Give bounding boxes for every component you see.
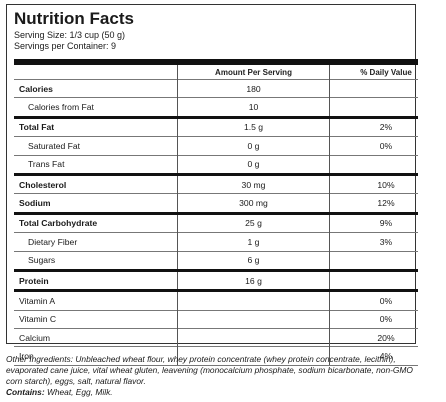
nutrient-daily-value: 20% [329,328,418,347]
nutrient-name: Total Fat [14,115,178,137]
nutrient-daily-value: 3% [329,232,418,252]
nutrient-daily-value [329,78,418,98]
nutrient-amount: 16 g [177,268,330,291]
nutrient-amount: 30 mg [177,172,330,194]
nutrient-name: Sugars [14,250,178,271]
nutrient-daily-value: 0% [329,136,418,156]
nutrient-amount [177,309,330,329]
nutrient-amount: 300 mg [177,193,330,214]
nutrient-daily-value [329,97,418,118]
nutrient-row-total-carbohydrate: Total Carbohydrate 25 g 9% [14,211,418,233]
nutrient-daily-value: 0% [329,289,418,311]
nutrient-column-header [14,59,178,80]
servings-per-container: Servings per Container: 9 [14,41,117,51]
nutrient-daily-value: 4% [329,346,418,366]
contains-label: Contains: [6,387,45,397]
nutrient-amount [177,328,330,347]
nutrient-daily-value: 2% [329,115,418,137]
nutrition-table: Amount Per Serving % Daily Value Calorie… [14,59,418,366]
nutrient-name: Vitamin C [14,309,178,329]
nutrient-row-sodium: Sodium 300 mg 12% [14,193,418,214]
ingredients-footer: Other Ingredients: Unbleached wheat flou… [6,354,416,398]
nutrient-row-total-fat: Total Fat 1.5 g 2% [14,115,418,137]
nutrient-amount: 0 g [177,154,330,175]
nutrient-daily-value [329,250,418,271]
daily-value-column-header: % Daily Value [329,59,418,80]
amount-column-header: Amount Per Serving [177,59,330,80]
nutrient-daily-value: 9% [329,211,418,233]
nutrient-row-vitamin-c: Vitamin C 0% [14,309,418,329]
nutrient-daily-value: 12% [329,193,418,214]
nutrient-amount [177,289,330,311]
nutrient-row-trans-fat: Trans Fat 0 g [14,154,418,175]
nutrient-amount: 10 [177,97,330,118]
nutrient-name: Total Carbohydrate [14,211,178,233]
nutrient-row-calories: Calories 180 [14,78,418,98]
nutrient-name: Trans Fat [14,154,178,175]
nutrient-row-dietary-fiber: Dietary Fiber 1 g 3% [14,232,418,252]
nutrient-name: Sodium [14,193,178,214]
nutrient-daily-value [329,154,418,175]
nutrition-facts-title: Nutrition Facts [14,9,134,28]
nutrient-name: Dietary Fiber [14,232,178,252]
nutrient-daily-value [329,268,418,291]
nutrient-name: Cholesterol [14,172,178,194]
nutrient-daily-value: 10% [329,172,418,194]
contains-text: Wheat, Egg, Milk. [44,387,113,397]
nutrient-row-calcium: Calcium 20% [14,328,418,347]
nutrient-daily-value: 0% [329,309,418,329]
nutrient-row-calories-from-fat: Calories from Fat 10 [14,97,418,118]
nutrient-name: Calories from Fat [14,97,178,118]
nutrient-amount: 180 [177,78,330,98]
nutrient-amount: 1.5 g [177,115,330,137]
nutrient-row-sugars: Sugars 6 g [14,250,418,271]
nutrient-row-saturated-fat: Saturated Fat 0 g 0% [14,136,418,156]
nutrient-amount [177,346,330,366]
nutrient-name: Calcium [14,328,178,347]
nutrient-name: Vitamin A [14,289,178,311]
nutrient-row-cholesterol: Cholesterol 30 mg 10% [14,172,418,194]
serving-size: Serving Size: 1/3 cup (50 g) [14,30,126,40]
nutrient-name: Saturated Fat [14,136,178,156]
nutrient-row-vitamin-a: Vitamin A 0% [14,289,418,311]
nutrient-amount: 1 g [177,232,330,252]
nutrient-name: Iron [14,346,178,366]
nutrient-name: Calories [14,78,178,98]
table-header-row: Amount Per Serving % Daily Value [14,59,418,80]
nutrient-amount: 0 g [177,136,330,156]
nutrient-row-iron: Iron 4% [14,346,418,366]
nutrition-facts-panel: Nutrition Facts Serving Size: 1/3 cup (5… [6,4,418,366]
nutrient-name: Protein [14,268,178,291]
nutrient-row-protein: Protein 16 g [14,268,418,291]
nutrient-amount: 6 g [177,250,330,271]
nutrient-amount: 25 g [177,211,330,233]
ingredients-text: Other Ingredients: Unbleached wheat flou… [6,354,413,386]
